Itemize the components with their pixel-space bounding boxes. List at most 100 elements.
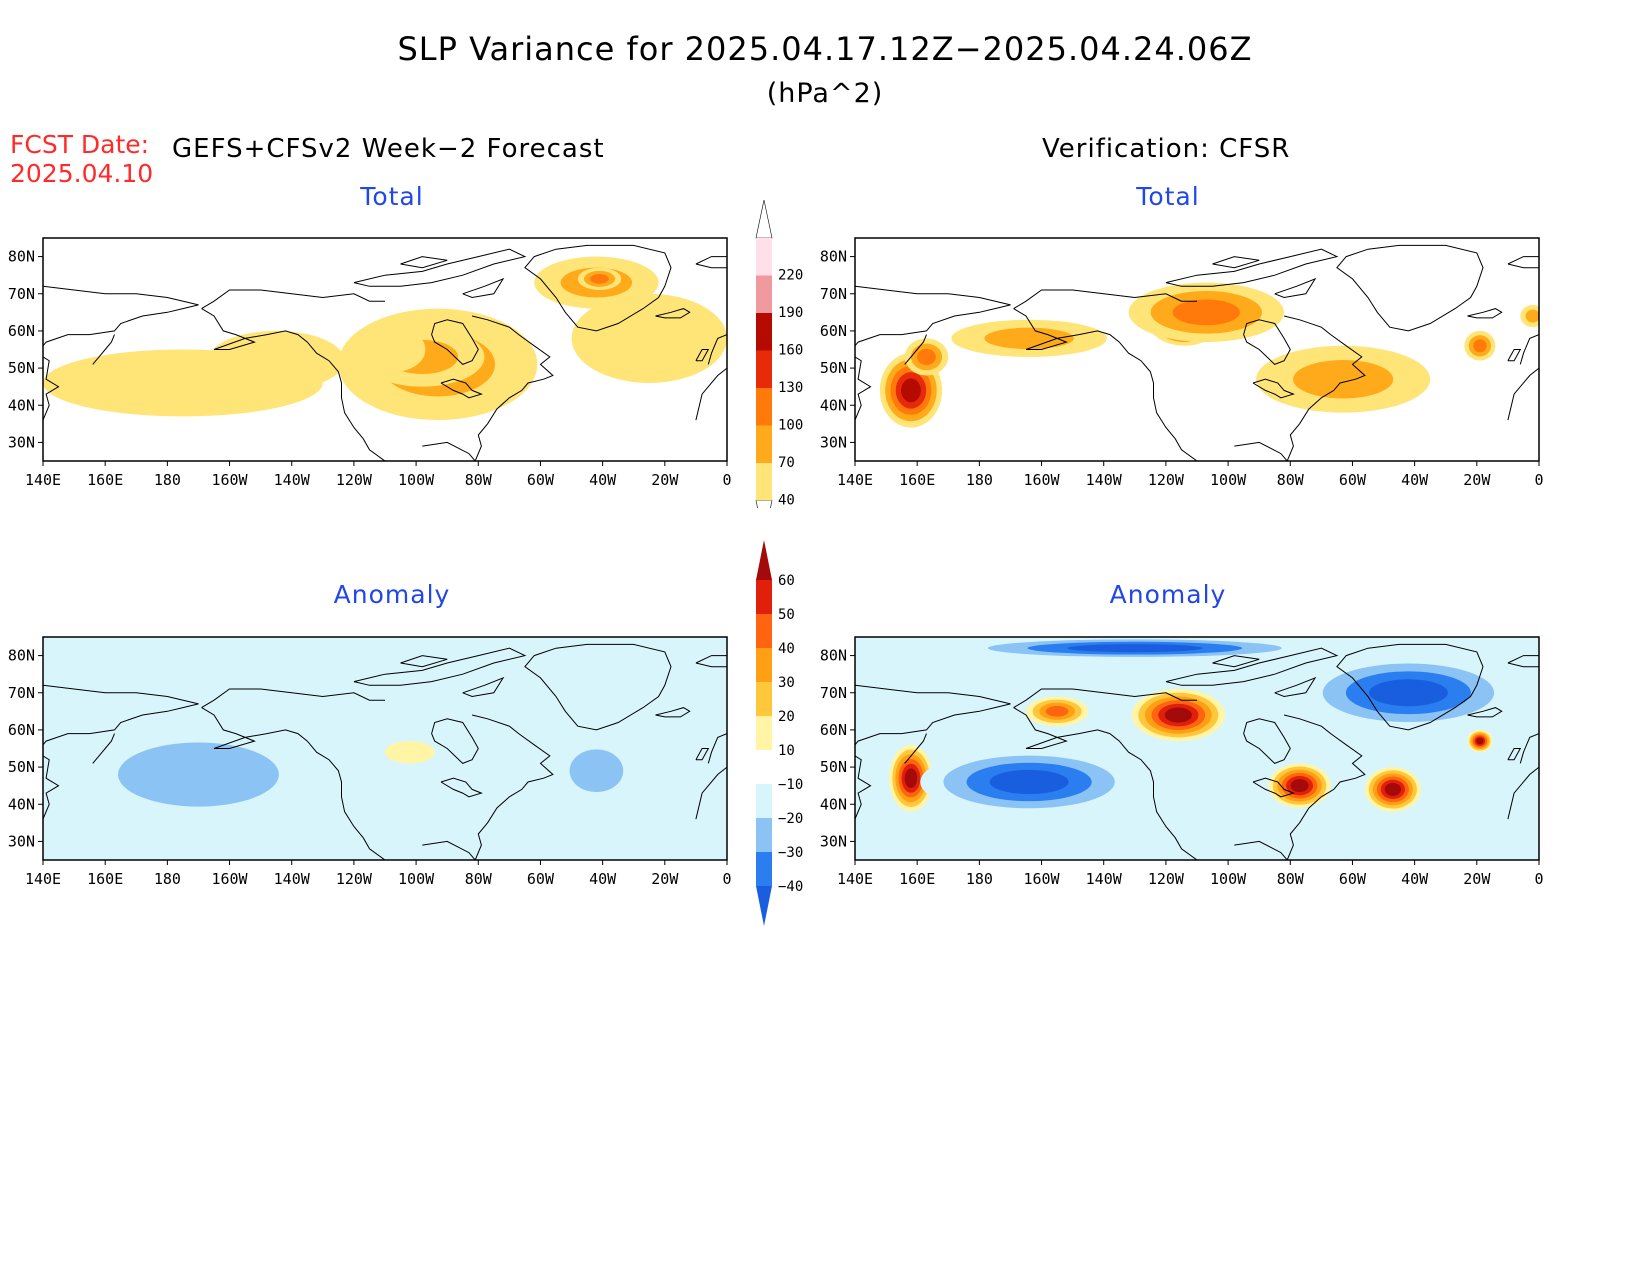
map-panel-fcst-anomaly: 80N 70N 60N 50N 40N 30N 140E 160E 180 160W 140W 120… <box>8 636 732 888</box>
lon-label: 120W <box>1148 471 1185 489</box>
coastline <box>695 349 710 362</box>
lat-label: 50N <box>8 758 35 776</box>
lon-label: 20W <box>1463 870 1491 888</box>
lon-label: 20W <box>651 471 679 489</box>
coastline <box>855 285 1011 421</box>
panel-title-verif-anomaly: Anomaly <box>1109 580 1227 609</box>
colorbar-label: −20 <box>778 811 803 827</box>
colorbar-label: 160 <box>778 343 803 359</box>
lon-label: 160E <box>87 870 123 888</box>
contour-fill <box>1290 779 1309 793</box>
coastline <box>904 334 927 365</box>
lat-label: 80N <box>8 647 35 665</box>
colorbar-label: 40 <box>778 493 795 509</box>
coastline <box>353 248 527 287</box>
coastline <box>43 285 199 421</box>
coastline <box>655 308 691 319</box>
coastline <box>1243 718 1291 764</box>
coastline <box>201 688 385 709</box>
map-panel-verif-anomaly: 80N 70N 60N 50N 40N 30N 140E 160E 180 160W 140W 120… <box>820 636 1544 888</box>
colorbar-swatch <box>756 784 772 818</box>
coastline <box>1336 244 1484 332</box>
contour-fill <box>118 742 279 807</box>
coastline <box>695 256 727 269</box>
lon-label: 20W <box>651 870 679 888</box>
colorbar-swatch <box>756 750 772 784</box>
lon-label: 140W <box>1086 870 1123 888</box>
colorbar-swatch <box>756 648 772 682</box>
contour-fill <box>904 768 918 788</box>
colorbar-swatch <box>756 350 772 388</box>
colorbar-label: 40 <box>778 641 795 657</box>
contour-fill <box>590 274 609 284</box>
coastline <box>201 289 385 310</box>
lon-label: 60W <box>527 870 555 888</box>
colorbar-label: 60 <box>778 573 795 589</box>
coastline <box>1274 676 1317 698</box>
colorbar-swatch <box>756 275 772 313</box>
coastline <box>431 319 479 365</box>
lon-label: 160W <box>1023 471 1060 489</box>
coastline <box>695 367 727 421</box>
contour-fill <box>385 741 435 764</box>
colorbar-label: 100 <box>778 418 803 434</box>
lon-label: 160W <box>211 870 248 888</box>
lat-label: 30N <box>8 832 35 850</box>
coastline <box>1013 308 1198 461</box>
lat-label: 40N <box>8 795 35 813</box>
lon-label: 160E <box>899 870 935 888</box>
coastline <box>1507 766 1539 820</box>
lat-label: 30N <box>820 832 847 850</box>
coastline <box>524 643 672 731</box>
coastline <box>1165 248 1339 287</box>
lon-label: 180 <box>154 870 181 888</box>
lat-label: 30N <box>820 433 847 451</box>
coastline <box>43 684 199 820</box>
lat-label: 60N <box>820 322 847 340</box>
coastline <box>422 714 554 860</box>
panel-title-fcst-anomaly: Anomaly <box>333 580 451 609</box>
colorbar-label: 20 <box>778 709 795 725</box>
lon-label: 0 <box>722 471 731 489</box>
coastline <box>655 707 691 718</box>
contour-fill <box>569 749 624 793</box>
colorbar-label: 220 <box>778 268 803 284</box>
coastline <box>431 718 479 764</box>
coastline <box>1467 707 1503 718</box>
lon-label: 160E <box>899 471 935 489</box>
coastline <box>201 308 386 461</box>
lat-label: 80N <box>820 248 847 266</box>
colorbar-swatch <box>756 463 772 501</box>
contour-fill <box>1476 737 1484 745</box>
coastline <box>695 766 727 820</box>
map-panel-fcst-total: 80N 70N 60N 50N 40N 30N 140E 160E 180 160W 140W 120… <box>8 237 732 489</box>
lon-label: 80W <box>1277 870 1305 888</box>
lat-label: 70N <box>8 684 35 702</box>
anomaly-colorbar: 60 50 40 30 20 10 −10 −20 −30 −40 <box>756 540 803 926</box>
lon-label: 100W <box>1210 471 1247 489</box>
coastline <box>422 315 554 461</box>
lon-label: 180 <box>154 471 181 489</box>
contour-fill <box>989 769 1069 795</box>
coastline <box>440 378 483 399</box>
coastline <box>524 244 672 332</box>
contour-fill <box>901 378 921 403</box>
colorbar-label: 70 <box>778 455 795 471</box>
colorbar-label: 30 <box>778 675 795 691</box>
coastline <box>1467 308 1503 319</box>
colorbar-label: −30 <box>778 845 803 861</box>
lon-label: 180 <box>966 870 993 888</box>
panel-title-fcst-total: Total <box>360 182 424 211</box>
lon-label: 140W <box>274 870 311 888</box>
page-title: SLP Variance for 2025.04.17.12Z−2025.04.… <box>397 30 1253 68</box>
lon-label: 140E <box>25 870 61 888</box>
coastline <box>855 684 1011 820</box>
colorbar-top-arrow <box>756 540 772 580</box>
contour-fill <box>1172 299 1241 326</box>
colorbar-swatch <box>756 716 772 750</box>
verification-header: Verification: CFSR <box>1042 134 1291 164</box>
lon-label: 140W <box>1086 471 1123 489</box>
colorbar-swatch <box>756 580 772 614</box>
lon-label: 100W <box>398 471 435 489</box>
coastline <box>1519 334 1539 365</box>
